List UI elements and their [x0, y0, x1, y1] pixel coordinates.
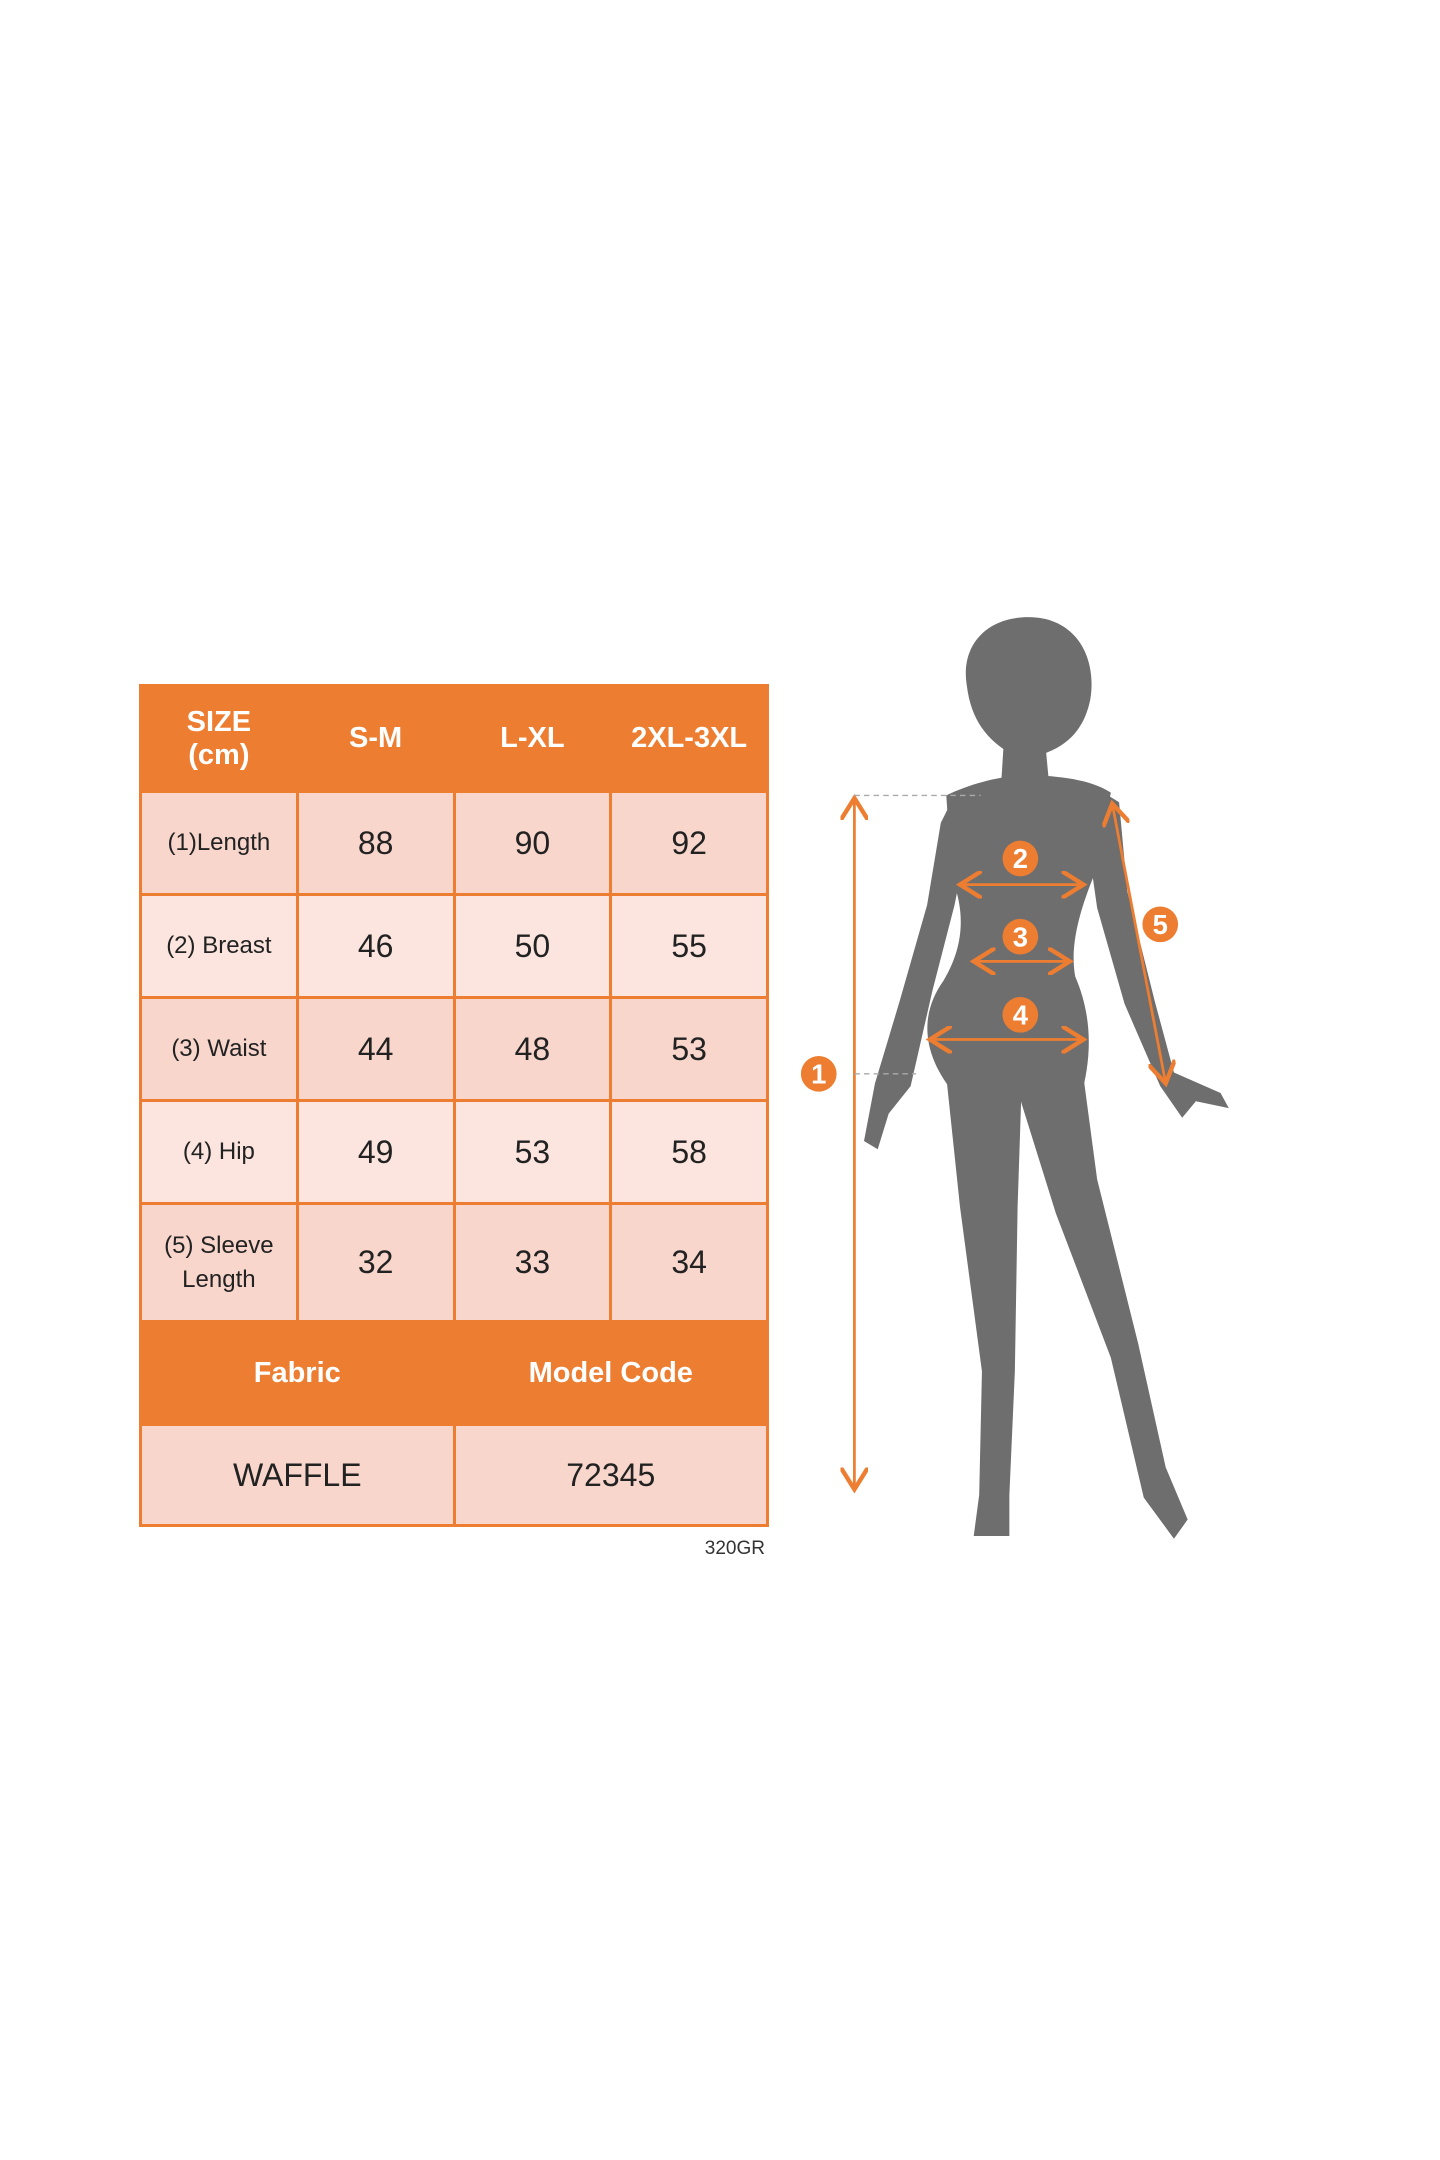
badge-2-text: 2: [1013, 843, 1028, 874]
cell: 46: [295, 893, 456, 999]
badge-1: 1: [800, 1056, 837, 1092]
header-l-xl: L-XL: [452, 684, 613, 793]
cell: 53: [609, 996, 769, 1102]
row-label: (1)Length: [139, 790, 299, 896]
model-code-label: Model Code: [452, 1320, 769, 1426]
cell: 88: [295, 790, 456, 896]
row-label: (3) Waist: [139, 996, 299, 1102]
left-leg: [946, 1076, 1022, 1536]
right-leg: [1014, 1076, 1188, 1539]
cell: 53: [452, 1099, 613, 1205]
cell: 49: [295, 1099, 456, 1205]
product-code-note: 320GR: [704, 1538, 765, 1559]
row-label: (5) Sleeve Length: [139, 1202, 299, 1323]
header-size-line2: (cm): [188, 738, 250, 771]
row-label: (2) Breast: [139, 893, 299, 999]
cell: 50: [452, 893, 613, 999]
cell: 90: [452, 790, 613, 896]
cell: 48: [452, 996, 613, 1102]
table-row: (5) Sleeve Length 32 33 34: [139, 1202, 769, 1323]
cell: 32: [295, 1202, 456, 1323]
table-header-row: SIZE (cm) S-M L-XL 2XL-3XL: [139, 684, 769, 793]
cell: 44: [295, 996, 456, 1102]
badge-3-text: 3: [1013, 921, 1028, 952]
badge-3: 3: [1002, 918, 1039, 955]
fabric-value: WAFFLE: [139, 1423, 456, 1527]
measurement-lines: [854, 798, 1165, 1489]
row-label: (4) Hip: [139, 1099, 299, 1205]
cell: 58: [609, 1099, 769, 1205]
head-hair: [965, 617, 1092, 755]
badge-5-text: 5: [1153, 909, 1168, 940]
table-row: (3) Waist 44 48 53: [139, 996, 769, 1102]
badge-4-text: 4: [1013, 999, 1029, 1030]
header-s-m: S-M: [295, 684, 456, 793]
badge-1-text: 1: [811, 1058, 826, 1089]
table-row: (2) Breast 46 50 55: [139, 893, 769, 999]
sleeve-arrow: [1112, 804, 1165, 1084]
table-row: (1)Length 88 90 92: [139, 790, 769, 896]
guide-lines: [854, 794, 981, 1075]
size-chart-table: SIZE (cm) S-M L-XL 2XL-3XL (1)Length 88 9…: [139, 684, 769, 1527]
fabric-header-row: Fabric Model Code: [139, 1320, 769, 1426]
neck: [1001, 740, 1050, 785]
row-label-line2: Length: [182, 1265, 256, 1293]
badge-2: 2: [1002, 840, 1039, 877]
cell: 34: [609, 1202, 769, 1323]
right-arm: [1088, 788, 1229, 1118]
cell: 33: [452, 1202, 613, 1323]
fabric-row: WAFFLE 72345: [139, 1423, 769, 1527]
model-code-value: 72345: [452, 1423, 769, 1527]
header-size: SIZE (cm): [139, 684, 299, 793]
left-arm: [864, 795, 966, 1150]
table-row: (4) Hip 49 53 58: [139, 1099, 769, 1205]
cell: 55: [609, 893, 769, 999]
fabric-label: Fabric: [139, 1320, 456, 1426]
cell: 92: [609, 790, 769, 896]
header-size-line1: SIZE: [186, 705, 252, 738]
silhouette: [864, 617, 1229, 1539]
badge-5: 5: [1142, 906, 1179, 943]
badge-4: 4: [1002, 997, 1039, 1033]
header-2xl-3xl: 2XL-3XL: [609, 684, 769, 793]
row-label-line1: (5) Sleeve: [164, 1231, 274, 1259]
